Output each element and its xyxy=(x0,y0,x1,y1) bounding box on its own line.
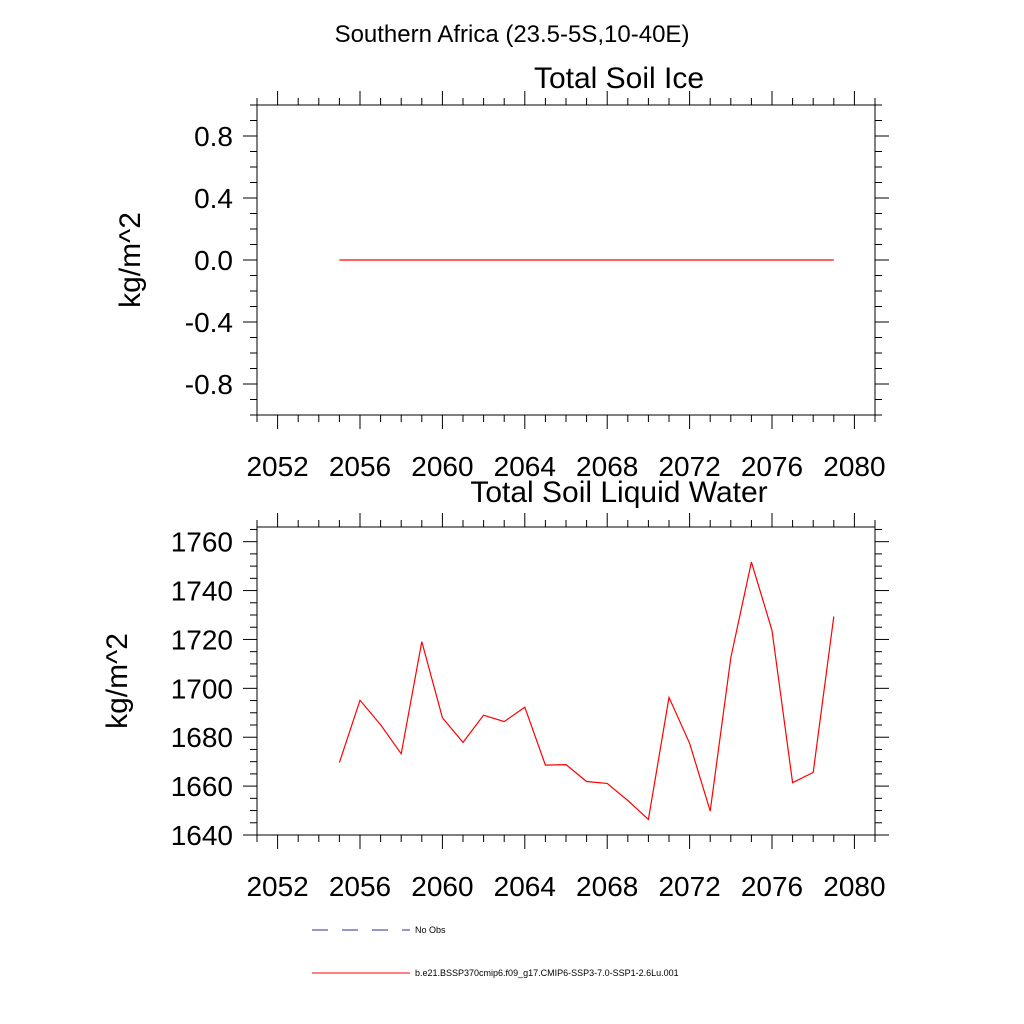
x-tick-label: 2076 xyxy=(741,451,803,482)
x-tick-label: 2060 xyxy=(411,451,473,482)
y-tick-label: 0.4 xyxy=(194,183,233,214)
y-tick-label: -0.8 xyxy=(185,369,233,400)
plot-frame xyxy=(256,526,876,836)
x-tick-label: 2052 xyxy=(246,871,308,902)
x-tick-label: 2072 xyxy=(658,871,720,902)
chart-title: Total Soil Liquid Water xyxy=(470,476,767,509)
y-tick-label: 0.8 xyxy=(194,121,233,152)
x-tick-label: 2080 xyxy=(823,451,885,482)
x-tick-label: 2064 xyxy=(494,871,556,902)
x-tick-label: 2064 xyxy=(494,451,556,482)
series-line xyxy=(338,561,835,821)
page-title: Southern Africa (23.5-5S,10-40E) xyxy=(335,21,690,48)
y-tick-label: -0.4 xyxy=(185,307,233,338)
y-tick-label: 1760 xyxy=(171,527,233,558)
y-axis-label: kg/m^2 xyxy=(114,212,147,308)
x-tick-label: 2056 xyxy=(329,871,391,902)
x-tick-label: 2068 xyxy=(576,451,638,482)
y-tick-label: 1680 xyxy=(171,722,233,753)
x-tick-label: 2068 xyxy=(576,871,638,902)
x-tick-label: 2080 xyxy=(823,871,885,902)
legend-label-model: b.e21.BSSP370cmip6.f09_g17.CMIP6-SSP3-7.… xyxy=(415,968,679,978)
y-axis-label: kg/m^2 xyxy=(101,633,134,729)
legend: No Obs b.e21.BSSP370cmip6.f09_g17.CMIP6-… xyxy=(312,925,679,978)
y-tick-label: 1720 xyxy=(171,624,233,655)
x-tick-label: 2056 xyxy=(329,451,391,482)
y-tick-label: 1660 xyxy=(171,771,233,802)
y-tick-label: 1640 xyxy=(171,820,233,851)
chart-total-soil-liquid-water: Total Soil Liquid Water 2052 2056 2060 2064 2… xyxy=(101,476,889,902)
x-tick-label: 2060 xyxy=(411,871,473,902)
x-tick-label: 2076 xyxy=(741,871,803,902)
y-tick-label: 1740 xyxy=(171,576,233,607)
legend-label-no-obs: No Obs xyxy=(415,925,446,935)
chart-title: Total Soil Ice xyxy=(534,62,704,95)
chart-total-soil-ice: Total Soil Ice 2052 2056 2060 2064 2068 2072 20… xyxy=(114,62,889,482)
x-tick-label: 2052 xyxy=(246,451,308,482)
y-tick-label: 1700 xyxy=(171,673,233,704)
x-tick-label: 2072 xyxy=(658,451,720,482)
y-tick-label: 0.0 xyxy=(194,245,233,276)
